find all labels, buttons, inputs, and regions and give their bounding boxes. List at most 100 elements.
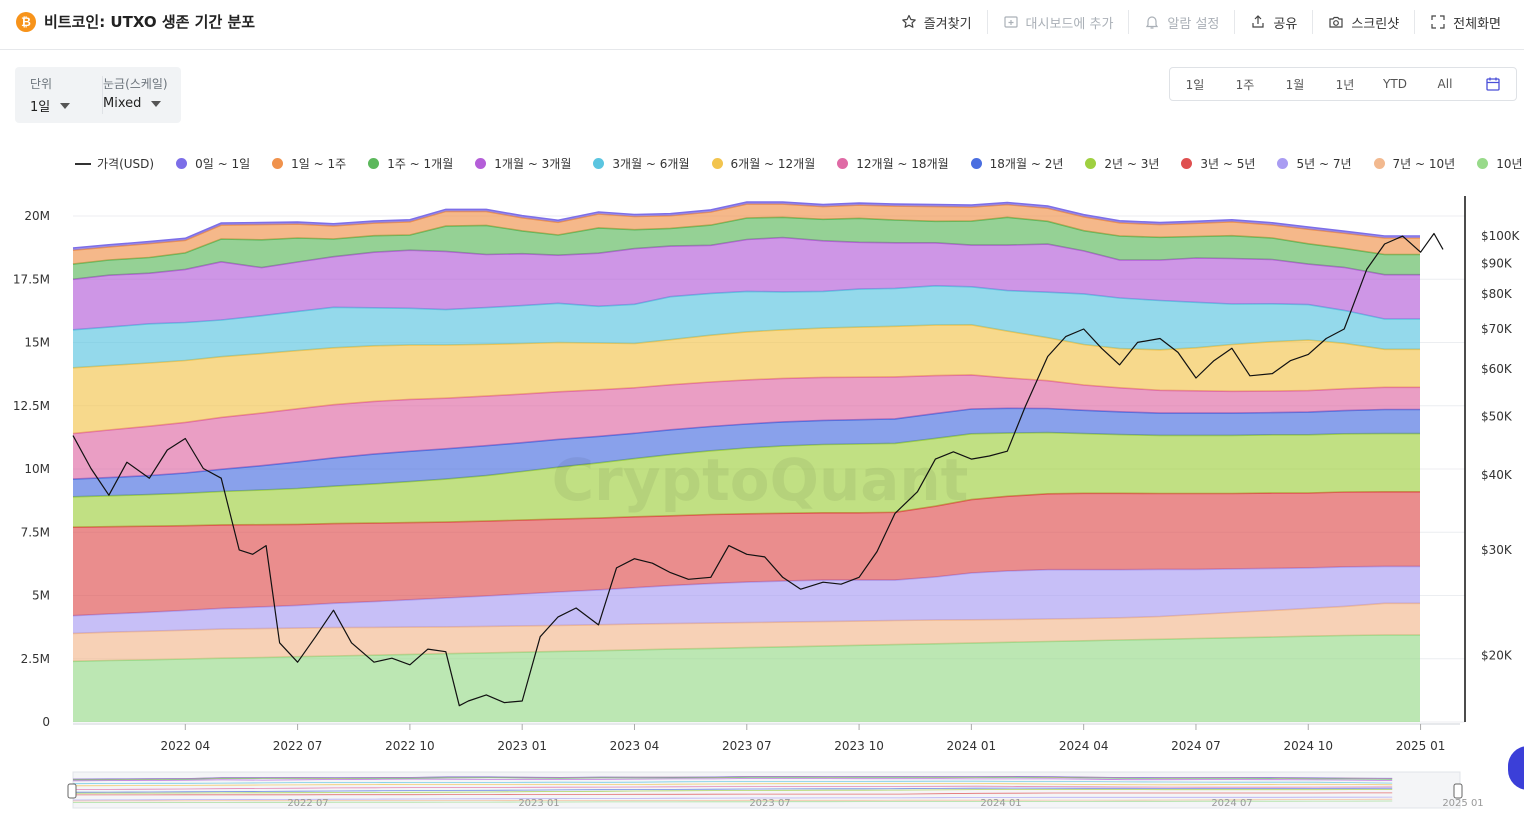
legend-label-7: 18개월 ~ 2년	[989, 157, 1064, 171]
legend-swatch-2	[368, 158, 380, 169]
legend-item-7[interactable]: 18개월 ~ 2년	[970, 155, 1064, 172]
navigator-series-9	[72, 777, 1393, 782]
fullscreen-button[interactable]: 전체화면	[1414, 10, 1516, 34]
favorite-label: 즐겨찾기	[923, 16, 972, 32]
navigator-label-2: 2023 07	[749, 798, 790, 809]
navigator-handle-right[interactable]	[1453, 783, 1463, 799]
action-bar: 즐겨찾기 대시보드에 추가 알람 설정 공유 스크린샷 전체화면	[886, 0, 1516, 44]
area-band-1	[73, 603, 1420, 662]
legend-item-price[interactable]: 가격(USD)	[75, 155, 154, 172]
x-tick-label-7: 2024 01	[947, 739, 997, 753]
legend-price-label: 가격(USD)	[97, 157, 155, 171]
x-tick-label-11: 2025 01	[1396, 739, 1446, 753]
area-band-11	[73, 204, 1420, 265]
alert-label: 알람 설정	[1167, 16, 1220, 32]
bell-icon	[1146, 16, 1159, 29]
legend-item-12[interactable]: 10년 ~	[1477, 155, 1524, 172]
x-tick-label-4: 2023 04	[610, 739, 660, 753]
legend-item-0[interactable]: 0일 ~ 1일	[176, 155, 250, 172]
y-tick-label-6: 15M	[24, 336, 50, 350]
navigator-series-1	[72, 798, 1393, 802]
y-tick-label-8: 20M	[24, 209, 50, 223]
legend-swatch-8	[1085, 158, 1097, 169]
range-1w-button[interactable]: 1주	[1235, 77, 1255, 92]
range-ytd-button[interactable]: YTD	[1383, 77, 1407, 91]
scale-value: Mixed	[103, 96, 142, 111]
range-1y-button[interactable]: 1년	[1335, 77, 1355, 92]
legend-swatch-7	[970, 158, 982, 169]
navigator-label-5: 2025 01	[1442, 798, 1483, 809]
x-tick-label-9: 2024 07	[1171, 739, 1221, 753]
legend-item-9[interactable]: 3년 ~ 5년	[1181, 155, 1255, 172]
legend-item-3[interactable]: 1개월 ~ 3개월	[475, 155, 571, 172]
navigator-label-0: 2022 07	[287, 798, 328, 809]
legend-item-8[interactable]: 2년 ~ 3년	[1085, 155, 1159, 172]
camera-icon	[1329, 16, 1343, 28]
legend-label-0: 0일 ~ 1일	[195, 157, 251, 171]
right-tick-label-3: $50K	[1481, 410, 1513, 424]
legend-swatch-3	[475, 158, 487, 169]
navigator-series-3	[73, 792, 1393, 796]
legend-swatch-12	[1477, 158, 1489, 169]
legend-swatch-6	[837, 158, 849, 169]
legend-label-11: 7년 ~ 10년	[1392, 157, 1456, 171]
range-all-button[interactable]: All	[1437, 77, 1453, 91]
legend-swatch-10	[1277, 158, 1289, 169]
price-line-swatch	[75, 162, 91, 165]
x-tick-label-3: 2023 01	[497, 739, 547, 753]
legend-label-12: 10년 ~	[1496, 157, 1524, 171]
chat-button[interactable]	[1508, 746, 1524, 790]
legend-item-11[interactable]: 7년 ~ 10년	[1373, 155, 1456, 172]
y-tick-label-1: 2.5M	[21, 652, 50, 666]
area-band-9	[73, 237, 1420, 330]
utxo-age-chart: 0 2.5M 5M 7.5M 10M 12.5M 15M 17.5M 20M CryptoQuan…	[13, 196, 1521, 809]
x-tick-label-5: 2023 07	[722, 739, 772, 753]
scale-select[interactable]: 눈금(스케일) Mixed	[103, 75, 168, 111]
navigator-label-1: 2023 01	[518, 798, 559, 809]
alert-button[interactable]: 알람 설정	[1128, 10, 1234, 34]
share-label: 공유	[1273, 16, 1298, 32]
navigator-handle-left[interactable]	[67, 783, 77, 799]
x-tick-label-6: 2023 10	[834, 739, 884, 753]
range-1d-button[interactable]: 1일	[1185, 77, 1205, 92]
legend-label-2: 1주 ~ 1개월	[387, 157, 454, 171]
legend-item-4[interactable]: 3개월 ~ 6개월	[593, 155, 690, 172]
range-1m-button[interactable]: 1월	[1285, 77, 1305, 92]
navigator-series-12	[72, 775, 1393, 780]
right-tick-label-4: $60K	[1481, 362, 1513, 376]
fullscreen-icon	[1431, 15, 1445, 29]
unit-select[interactable]: 단위 1일	[30, 75, 71, 115]
navigator-series-7	[72, 783, 1393, 787]
share-icon	[1252, 15, 1264, 28]
legend-item-2[interactable]: 1주 ~ 1개월	[368, 155, 453, 172]
navigator-series-10	[72, 776, 1393, 781]
chevron-down-icon	[60, 102, 71, 109]
legend-item-1[interactable]: 1일 ~ 1주	[272, 155, 346, 172]
chart-settings-panel: 단위 1일 눈금(스케일) Mixed	[15, 67, 181, 123]
favorite-button[interactable]: 즐겨찾기	[886, 10, 987, 34]
range-selector: 1일 1주 1월 1년 YTD All	[1169, 67, 1517, 101]
legend-swatch-11	[1373, 158, 1385, 169]
price-line	[72, 232, 1444, 707]
y-tick-label-0: 0	[42, 715, 50, 729]
bitcoin-icon: ₿	[16, 12, 36, 32]
y-tick-label-2: 5M	[32, 589, 50, 603]
screenshot-button[interactable]: 스크린샷	[1312, 10, 1414, 34]
legend-label-6: 12개월 ~ 18개월	[856, 157, 949, 171]
add-dashboard-label: 대시보드에 추가	[1025, 16, 1114, 32]
x-tick-label-1: 2022 07	[273, 739, 323, 753]
add-dashboard-button[interactable]: 대시보드에 추가	[986, 10, 1129, 34]
area-band-2	[73, 566, 1420, 634]
navigator-series-2	[72, 796, 1393, 801]
legend-item-6[interactable]: 12개월 ~ 18개월	[837, 155, 949, 172]
legend-item-10[interactable]: 5년 ~ 7년	[1277, 155, 1352, 172]
calendar-button[interactable]	[1470, 68, 1516, 100]
legend-item-5[interactable]: 6개월 ~ 12개월	[711, 155, 816, 172]
control-divider	[102, 76, 103, 114]
y-tick-label-4: 10M	[24, 462, 50, 476]
right-tick-label-8: $100K	[1481, 229, 1521, 243]
legend-label-5: 6개월 ~ 12개월	[730, 157, 816, 171]
area-band-6	[73, 374, 1420, 480]
share-button[interactable]: 공유	[1234, 10, 1312, 34]
navigator-series-8	[72, 780, 1393, 785]
